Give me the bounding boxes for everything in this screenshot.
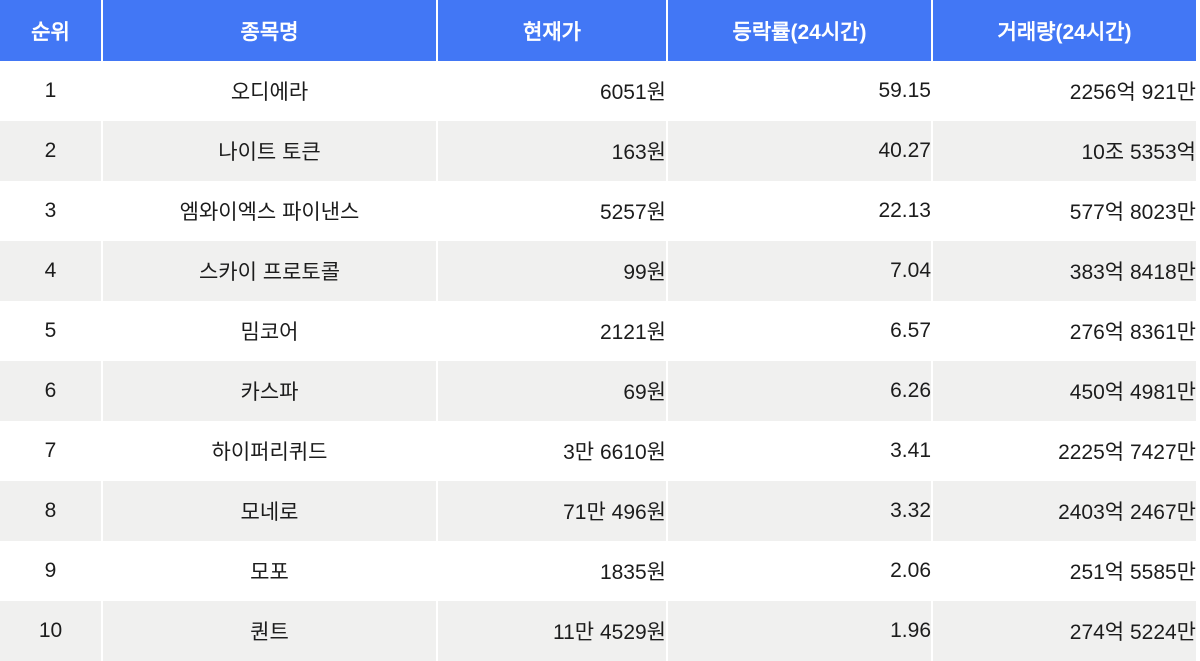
cell-change: 22.13 <box>666 181 932 241</box>
header-cell-change: 등락률(24시간) <box>666 0 932 61</box>
table-body: 1 오디에라 6051원 59.15 2256억 921만 2 나이트 토큰 1… <box>0 61 1196 661</box>
table-header: 순위 종목명 현재가 등락률(24시간) 거래량(24시간) <box>0 0 1196 61</box>
cell-name: 엠와이엑스 파이낸스 <box>101 181 437 241</box>
cell-change: 2.06 <box>666 541 932 601</box>
cell-rank: 6 <box>0 361 102 421</box>
cell-name: 오디에라 <box>101 61 437 121</box>
cell-name: 나이트 토큰 <box>101 121 437 181</box>
cell-price: 163원 <box>436 121 667 181</box>
cell-price: 11만 4529원 <box>436 601 667 661</box>
cell-name: 하이퍼리퀴드 <box>101 421 437 481</box>
cell-name: 모포 <box>101 541 437 601</box>
table-row[interactable]: 2 나이트 토큰 163원 40.27 10조 5353억 <box>0 121 1196 181</box>
cell-name: 밈코어 <box>101 301 437 361</box>
cell-change: 40.27 <box>666 121 932 181</box>
table-row[interactable]: 5 밈코어 2121원 6.57 276억 8361만 <box>0 301 1196 361</box>
cell-rank: 4 <box>0 241 102 301</box>
cell-price: 99원 <box>436 241 667 301</box>
cell-change: 6.26 <box>666 361 932 421</box>
cell-volume: 276억 8361만 <box>931 301 1196 361</box>
cell-price: 1835원 <box>436 541 667 601</box>
cell-volume: 10조 5353억 <box>931 121 1196 181</box>
cell-rank: 5 <box>0 301 102 361</box>
cell-change: 6.57 <box>666 301 932 361</box>
cell-price: 6051원 <box>436 61 667 121</box>
cell-volume: 274억 5224만 <box>931 601 1196 661</box>
cell-rank: 1 <box>0 61 102 121</box>
table-row[interactable]: 8 모네로 71만 496원 3.32 2403억 2467만 <box>0 481 1196 541</box>
cell-price: 69원 <box>436 361 667 421</box>
cell-price: 71만 496원 <box>436 481 667 541</box>
cell-name: 카스파 <box>101 361 437 421</box>
table-row[interactable]: 6 카스파 69원 6.26 450억 4981만 <box>0 361 1196 421</box>
table-row[interactable]: 4 스카이 프로토콜 99원 7.04 383억 8418만 <box>0 241 1196 301</box>
cell-change: 7.04 <box>666 241 932 301</box>
table-row[interactable]: 9 모포 1835원 2.06 251억 5585만 <box>0 541 1196 601</box>
cell-change: 3.41 <box>666 421 932 481</box>
cell-rank: 8 <box>0 481 102 541</box>
cell-change: 3.32 <box>666 481 932 541</box>
table-row[interactable]: 7 하이퍼리퀴드 3만 6610원 3.41 2225억 7427만 <box>0 421 1196 481</box>
table-row[interactable]: 1 오디에라 6051원 59.15 2256억 921만 <box>0 61 1196 121</box>
cell-volume: 450억 4981만 <box>931 361 1196 421</box>
cell-volume: 251억 5585만 <box>931 541 1196 601</box>
cell-name: 모네로 <box>101 481 437 541</box>
cell-name: 퀀트 <box>101 601 437 661</box>
table-row[interactable]: 10 퀀트 11만 4529원 1.96 274억 5224만 <box>0 601 1196 661</box>
table-row[interactable]: 3 엠와이엑스 파이낸스 5257원 22.13 577억 8023만 <box>0 181 1196 241</box>
cell-rank: 7 <box>0 421 102 481</box>
cell-price: 2121원 <box>436 301 667 361</box>
cell-price: 5257원 <box>436 181 667 241</box>
cell-volume: 2225억 7427만 <box>931 421 1196 481</box>
cell-rank: 9 <box>0 541 102 601</box>
cell-volume: 2256억 921만 <box>931 61 1196 121</box>
cell-rank: 2 <box>0 121 102 181</box>
header-row: 순위 종목명 현재가 등락률(24시간) 거래량(24시간) <box>0 0 1196 61</box>
cell-change: 1.96 <box>666 601 932 661</box>
cell-change: 59.15 <box>666 61 932 121</box>
header-cell-price: 현재가 <box>436 0 667 61</box>
header-cell-volume: 거래량(24시간) <box>931 0 1196 61</box>
header-cell-rank: 순위 <box>0 0 102 61</box>
cell-rank: 3 <box>0 181 102 241</box>
cell-volume: 2403억 2467만 <box>931 481 1196 541</box>
cell-name: 스카이 프로토콜 <box>101 241 437 301</box>
header-cell-name: 종목명 <box>101 0 437 61</box>
cell-volume: 383억 8418만 <box>931 241 1196 301</box>
cell-price: 3만 6610원 <box>436 421 667 481</box>
cell-rank: 10 <box>0 601 102 661</box>
cell-volume: 577억 8023만 <box>931 181 1196 241</box>
